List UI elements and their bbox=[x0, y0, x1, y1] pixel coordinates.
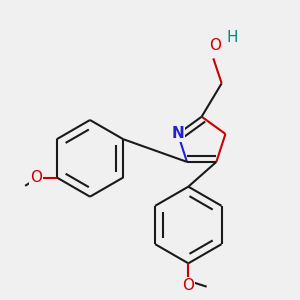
Text: O: O bbox=[182, 278, 194, 293]
Text: O: O bbox=[30, 170, 42, 185]
Text: O: O bbox=[209, 38, 221, 53]
Text: H: H bbox=[227, 30, 238, 45]
Text: N: N bbox=[172, 126, 184, 141]
